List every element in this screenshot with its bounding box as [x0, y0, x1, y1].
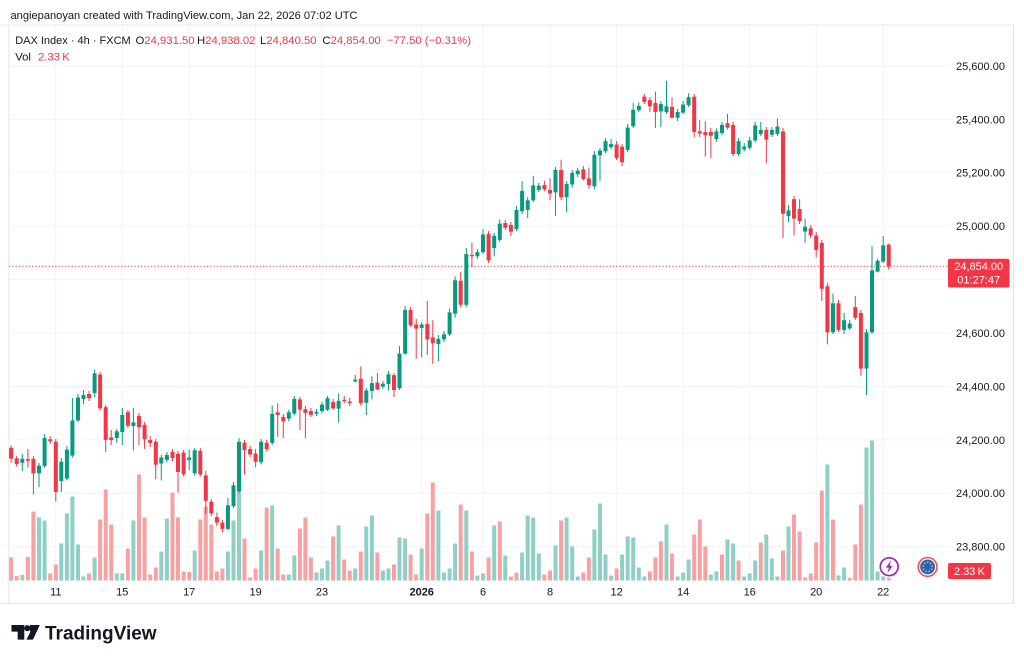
svg-text:2.33 K: 2.33 K: [38, 51, 70, 63]
svg-text:24,200.00: 24,200.00: [956, 435, 1005, 447]
svg-text:24,600.00: 24,600.00: [956, 328, 1005, 340]
svg-text:angiepanoyan created with Trad: angiepanoyan created with TradingView.co…: [11, 10, 358, 22]
svg-text:25,600.00: 25,600.00: [956, 61, 1005, 73]
svg-text:O24,931.50: O24,931.50: [136, 35, 195, 47]
svg-text:2026: 2026: [409, 587, 433, 599]
svg-text:25,000.00: 25,000.00: [956, 221, 1005, 233]
svg-text:25,200.00: 25,200.00: [956, 168, 1005, 180]
svg-text:24,400.00: 24,400.00: [956, 381, 1005, 393]
svg-text:8: 8: [547, 587, 553, 599]
svg-text:6: 6: [480, 587, 486, 599]
svg-text:11: 11: [50, 587, 61, 599]
svg-text:C24,854.00: C24,854.00: [322, 35, 380, 47]
svg-text:H24,938.02: H24,938.02: [197, 35, 255, 47]
svg-text:Vol: Vol: [15, 51, 31, 63]
svg-text:20: 20: [810, 587, 822, 599]
svg-text:TradingView: TradingView: [45, 623, 157, 644]
svg-text:DAX Index · 4h · FXCM: DAX Index · 4h · FXCM: [15, 35, 131, 47]
svg-text:24,000.00: 24,000.00: [956, 488, 1005, 500]
svg-text:14: 14: [677, 587, 689, 599]
svg-text:01:27:47: 01:27:47: [957, 275, 1000, 287]
svg-text:23: 23: [316, 587, 328, 599]
svg-text:−77.50 (−0.31%): −77.50 (−0.31%): [387, 35, 471, 47]
svg-text:19: 19: [249, 587, 261, 599]
svg-text:25,400.00: 25,400.00: [956, 114, 1005, 126]
svg-text:24,854.00: 24,854.00: [954, 261, 1003, 273]
svg-text:17: 17: [183, 587, 195, 599]
svg-text:L24,840.50: L24,840.50: [260, 35, 317, 47]
svg-text:22: 22: [877, 587, 889, 599]
svg-text:2.33 K: 2.33 K: [954, 566, 986, 578]
svg-text:12: 12: [610, 587, 622, 599]
svg-text:16: 16: [744, 587, 756, 599]
svg-text:23,800.00: 23,800.00: [956, 542, 1005, 554]
svg-text:15: 15: [116, 587, 128, 599]
